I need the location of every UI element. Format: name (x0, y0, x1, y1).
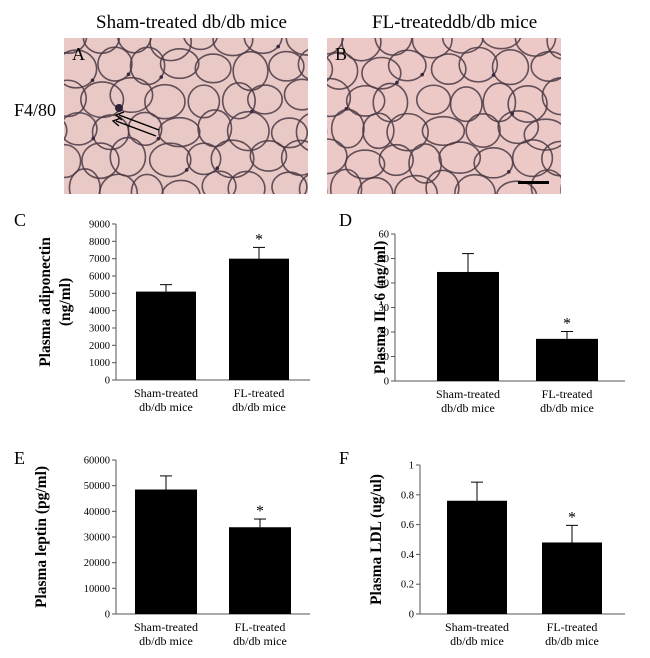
panel-label-b: B (335, 44, 348, 64)
y-tick-label: 4000 (89, 306, 110, 317)
micrograph-b: B (327, 38, 561, 194)
y-tick-label: 1 (409, 461, 414, 472)
significance-asterisk: * (568, 509, 576, 526)
column-title-fl: FL-treateddb/db mice (372, 12, 538, 33)
panel-label-d: D (339, 210, 352, 230)
y-tick-label: 10 (379, 352, 390, 363)
y-tick-label: 8000 (89, 237, 110, 248)
row-label-f4-80: F4/80 (14, 100, 57, 120)
scale-bar (518, 181, 549, 184)
x-category-label: db/db mice (540, 401, 594, 415)
x-category-label: Sham-treated (436, 387, 500, 401)
chart-c-adiponectin: C Plasma adiponectin (ng/ml) 0 1000 2000 3000 4… (14, 210, 310, 414)
micrograph-a-image (64, 38, 308, 194)
y-tick-label: 50 (379, 254, 390, 265)
y-tick-label: 0 (105, 376, 110, 387)
y-axis-title: Plasma LDL (ug/ul) (368, 474, 385, 605)
chart-f-ldl: F Plasma LDL (ug/ul) 0 0.2 0.4 0.6 0.8 1 Sham-tr… (339, 448, 625, 648)
y-tick-label: 30 (379, 303, 390, 314)
y-tick-label: 0.4 (401, 550, 415, 561)
significance-asterisk: * (256, 503, 264, 520)
y-tick-label: 6000 (89, 272, 110, 283)
y-tick-label: 0 (384, 377, 389, 388)
x-category-label: Sham-treated (134, 386, 198, 400)
bar (536, 338, 598, 381)
micrograph-b-image (327, 38, 561, 194)
x-category-label: FL-treated (235, 620, 286, 634)
y-tick-label: 1000 (89, 358, 110, 369)
chart-e-leptin: E Plasma leptin (pg/ml) 0 10000 20000 30000 40… (14, 448, 310, 648)
y-tick-label: 9000 (89, 220, 110, 231)
y-tick-label: 0.8 (401, 490, 414, 501)
y-tick-label: 0.2 (401, 580, 414, 591)
y-axis-title: Plasma adiponectin (37, 237, 54, 367)
panel-label-f: F (339, 448, 349, 468)
y-tick-label: 40 (379, 279, 390, 290)
y-tick-label: 50000 (84, 481, 110, 492)
micrograph-a: A (64, 38, 308, 194)
panel-label-e: E (14, 448, 25, 468)
y-tick-label: 20 (379, 328, 390, 339)
bar (229, 258, 289, 380)
y-tick-label: 0.6 (401, 520, 414, 531)
panel-label-c: C (14, 210, 26, 230)
y-axis-title: (ng/ml) (57, 278, 74, 326)
bar (135, 489, 197, 614)
y-tick-label: 60 (379, 230, 390, 241)
x-category-label: db/db mice (545, 634, 599, 648)
x-category-label: db/db mice (232, 400, 286, 414)
x-category-label: Sham-treated (445, 620, 509, 634)
bar (447, 500, 507, 614)
x-category-label: db/db mice (139, 400, 193, 414)
x-category-label: db/db mice (139, 634, 193, 648)
y-tick-label: 10000 (84, 584, 110, 595)
y-tick-label: 3000 (89, 324, 110, 335)
x-category-label: FL-treated (547, 620, 598, 634)
y-axis-title: Plasma leptin (pg/ml) (33, 466, 50, 608)
chart-d-il6: D Plasma IL-6 (ng/ml) 0 10 20 30 40 50 60 Sham-tr… (339, 210, 625, 415)
x-category-label: Sham-treated (134, 620, 198, 634)
y-tick-label: 30000 (84, 533, 110, 544)
y-tick-label: 0 (409, 610, 414, 621)
bar (542, 542, 602, 614)
x-category-label: db/db mice (450, 634, 504, 648)
column-title-sham: Sham-treated db/db mice (96, 12, 287, 33)
y-axis-title: Plasma IL-6 (ng/ml) (372, 241, 389, 374)
x-category-label: FL-treated (542, 387, 593, 401)
bar (437, 271, 499, 381)
x-category-label: db/db mice (233, 634, 287, 648)
significance-asterisk: * (563, 316, 571, 333)
y-tick-label: 40000 (84, 507, 110, 518)
x-category-label: db/db mice (441, 401, 495, 415)
y-tick-label: 7000 (89, 254, 110, 265)
x-category-label: FL-treated (234, 386, 285, 400)
y-tick-label: 20000 (84, 558, 110, 569)
y-tick-label: 60000 (84, 456, 110, 467)
bar (229, 527, 291, 614)
panel-label-a: A (72, 44, 85, 64)
y-tick-label: 0 (105, 610, 110, 621)
y-tick-label: 5000 (89, 289, 110, 300)
significance-asterisk: * (255, 231, 263, 248)
bar (136, 291, 196, 380)
y-tick-label: 2000 (89, 341, 110, 352)
